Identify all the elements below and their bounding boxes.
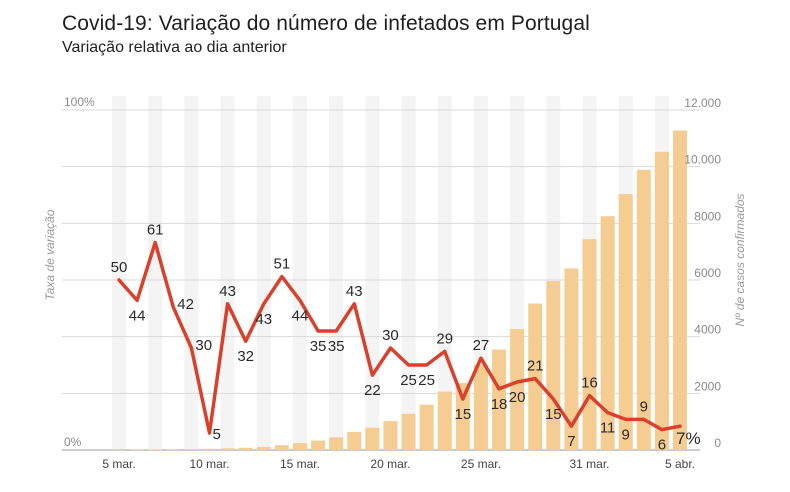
- bar-series-cases: [112, 130, 687, 450]
- left-axis-title: Taxa de variação: [43, 209, 57, 300]
- bar-cases: [365, 427, 380, 450]
- data-label: 32: [237, 348, 254, 365]
- data-label: 42: [177, 296, 194, 313]
- bar-cases: [600, 216, 615, 450]
- data-label: 27: [473, 337, 490, 354]
- data-label: 29: [436, 330, 453, 347]
- data-label: 7: [567, 433, 575, 450]
- data-label: 15: [454, 406, 471, 423]
- data-label: 9: [640, 398, 648, 415]
- chart-subtitle: Variação relativa ao dia anterior: [62, 39, 287, 56]
- data-label: 6: [658, 437, 666, 454]
- x-axis-tick: 5 mar.: [102, 457, 135, 471]
- data-label: 61: [147, 222, 164, 239]
- bar-cases: [311, 440, 326, 450]
- bar-cases: [564, 268, 579, 450]
- bar-cases: [618, 194, 633, 450]
- data-label: 20: [509, 389, 526, 406]
- bar-cases: [238, 447, 253, 450]
- data-label: 43: [255, 311, 272, 328]
- data-label: 21: [527, 358, 544, 375]
- line-rate: [117, 240, 682, 435]
- chart-title: Covid-19: Variação do número de infetado…: [62, 12, 590, 35]
- left-axis-tick: 100%: [64, 95, 95, 109]
- bar-cases: [437, 391, 452, 450]
- right-axis-tick: 6000: [694, 266, 721, 280]
- data-label: 43: [219, 283, 236, 300]
- bar-cases: [202, 448, 217, 450]
- data-label: 16: [581, 375, 598, 392]
- bar-cases: [274, 445, 289, 450]
- data-label: 35: [310, 338, 327, 355]
- bar-cases: [383, 421, 398, 450]
- data-label: 30: [195, 337, 212, 354]
- background-band: [111, 96, 127, 450]
- bar-cases: [401, 413, 416, 450]
- bar-cases: [510, 329, 525, 450]
- bar-cases: [673, 130, 687, 450]
- data-label: 25: [418, 372, 435, 389]
- data-label: 11: [600, 420, 616, 437]
- background-band: [256, 96, 271, 450]
- bar-cases: [184, 449, 199, 450]
- bar-cases: [220, 448, 235, 450]
- background-band: [148, 96, 163, 450]
- bar-cases: [654, 151, 669, 450]
- right-axis-tick: 2000: [694, 379, 721, 393]
- background-band: [401, 96, 416, 450]
- bar-cases: [455, 383, 470, 450]
- background-band: [292, 96, 308, 450]
- data-label: 30: [382, 327, 399, 344]
- data-label: 7%: [676, 429, 701, 448]
- bar-cases: [419, 404, 434, 450]
- bar-cases: [256, 446, 271, 450]
- data-label: 5: [212, 426, 220, 443]
- right-axis-tick: 10.000: [684, 153, 721, 167]
- bar-cases: [492, 349, 507, 450]
- data-label: 15: [545, 406, 562, 423]
- line-series-rate: [117, 240, 682, 435]
- left-axis-tick: 0%: [64, 435, 82, 449]
- x-axis-tick: 5 abr.: [665, 457, 695, 471]
- bar-cases: [166, 449, 181, 450]
- x-axis-tick: 15 mar.: [280, 457, 320, 471]
- data-label: 51: [274, 256, 291, 273]
- data-label: 44: [129, 307, 146, 324]
- background-band: [220, 96, 235, 450]
- bar-cases: [636, 169, 651, 450]
- right-axis-tick: 4000: [694, 323, 721, 337]
- right-axis-title: Nº de casos confirmados: [733, 193, 747, 326]
- x-axis-tick: 25 mar.: [461, 457, 501, 471]
- x-axis-tick: 31 mar.: [570, 457, 610, 471]
- bar-cases: [473, 365, 488, 450]
- data-label: 44: [292, 307, 309, 324]
- bar-cases: [582, 239, 597, 450]
- bar-cases: [528, 303, 543, 450]
- background-band: [184, 96, 199, 450]
- data-label: 18: [491, 396, 508, 413]
- data-label: 22: [364, 382, 381, 399]
- right-axis-tick: 12.000: [684, 96, 721, 110]
- bar-cases: [546, 281, 561, 450]
- bar-cases: [329, 437, 344, 450]
- data-label: 35: [328, 338, 345, 355]
- x-axis-tick: 10 mar.: [189, 457, 229, 471]
- right-axis-tick: 8000: [694, 209, 721, 223]
- data-label: 50: [111, 259, 128, 276]
- data-label: 9: [622, 426, 630, 443]
- background-band: [329, 96, 344, 450]
- data-label: 43: [346, 283, 363, 300]
- data-label: 25: [400, 372, 417, 389]
- bar-cases: [347, 431, 362, 450]
- bar-cases: [292, 443, 307, 450]
- axes: 0% 100% 0 2000 4000 6000 8000 10.000 12.000 5 mar…: [43, 95, 747, 471]
- right-axis-tick: 0: [714, 436, 721, 450]
- bar-cases: [148, 449, 163, 450]
- x-axis-tick: 20 mar.: [370, 457, 410, 471]
